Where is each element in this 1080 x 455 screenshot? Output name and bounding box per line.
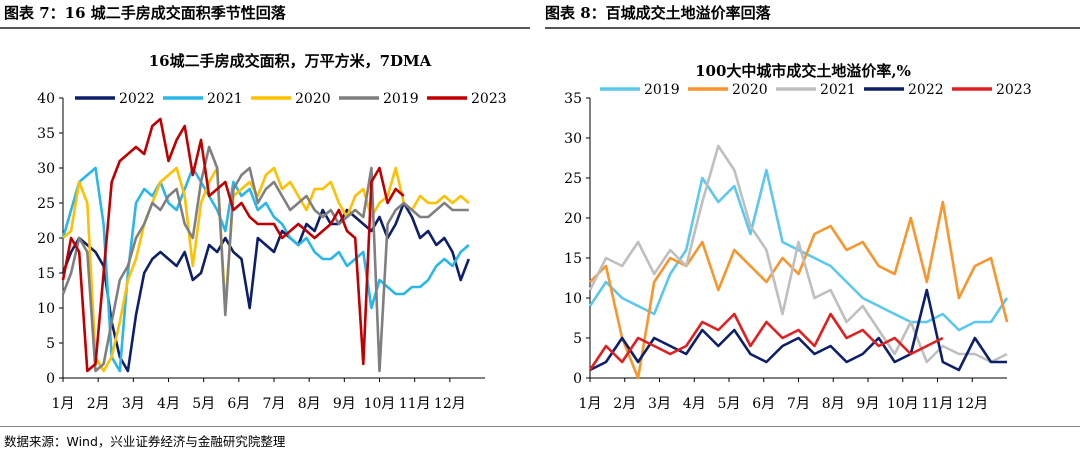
legend-label-2020: 2020 [295, 91, 331, 107]
y-tick-label: 20 [564, 211, 582, 227]
y-tick-label: 0 [573, 371, 582, 387]
chart-title: 16城二手房成交面积，万平方米，7DMA [149, 52, 432, 70]
x-tick-label: 7月 [263, 396, 286, 412]
caption-divider-right [545, 27, 1080, 29]
x-tick-label: 3月 [648, 396, 671, 412]
x-tick-label: 7月 [787, 396, 810, 412]
x-tick-label: 12月 [956, 396, 988, 412]
x-tick-label: 2月 [613, 396, 636, 412]
x-tick-label: 9月 [857, 396, 880, 412]
y-tick-label: 40 [37, 91, 55, 107]
y-tick-label: 15 [564, 251, 582, 267]
legend-label-2021: 2021 [207, 91, 243, 107]
x-tick-label: 10月 [887, 396, 919, 412]
x-tick-label: 8月 [298, 396, 321, 412]
y-tick-label: 10 [564, 291, 582, 307]
x-tick-label: 10月 [364, 396, 396, 412]
series-line-2020 [62, 166, 470, 373]
y-tick-label: 20 [37, 231, 55, 247]
legend-label-2019: 2019 [644, 82, 680, 98]
x-tick-label: 12月 [434, 396, 466, 412]
x-tick-label: 4月 [683, 396, 706, 412]
figure-7-caption: 图表 7：16 城二手房成交面积季节性回落 [4, 4, 286, 22]
y-tick-label: 25 [37, 196, 55, 212]
footer-divider [0, 426, 1080, 427]
x-tick-label: 5月 [192, 396, 215, 412]
legend-label-2022: 2022 [119, 91, 155, 107]
caption-divider-left [0, 27, 530, 29]
x-tick-label: 1月 [579, 396, 602, 412]
series-line-2021 [61, 166, 470, 373]
y-tick-label: 25 [564, 171, 582, 187]
secondhand-housing-area-chart: 16城二手房成交面积，万平方米，7DMA 2022 2021 2020 2019 2023… [37, 52, 507, 412]
y-tick-label: 15 [37, 266, 55, 282]
chart-title: 100大中城市成交土地溢价率,% [695, 62, 911, 80]
legend-label-2020: 2020 [732, 82, 768, 98]
series-line-2023 [61, 117, 405, 373]
legend-label-2019: 2019 [383, 91, 419, 107]
series-line-2022 [61, 201, 471, 373]
y-tick-label: 10 [37, 301, 55, 317]
series-line-2020 [589, 200, 1009, 380]
series-line-2019 [61, 145, 469, 373]
x-tick-label: 3月 [122, 396, 145, 412]
y-tick-label: 30 [37, 161, 55, 177]
series-line-2022 [589, 288, 1007, 372]
legend-label-2023: 2023 [471, 91, 507, 107]
y-tick-label: 5 [46, 336, 55, 352]
x-tick-label: 1月 [52, 396, 75, 412]
figure-8-caption: 图表 8：百城成交土地溢价率回落 [545, 4, 771, 22]
y-tick-label: 35 [37, 126, 55, 142]
x-tick-label: 6月 [752, 396, 775, 412]
source-note: 数据来源：Wind，兴业证券经济与金融研究院整理 [4, 434, 286, 449]
legend-label-2022: 2022 [908, 82, 944, 98]
x-tick-label: 8月 [822, 396, 845, 412]
legend-label-2023: 2023 [996, 82, 1032, 98]
legend-label-2021: 2021 [820, 82, 856, 98]
x-tick-label: 9月 [333, 396, 356, 412]
x-tick-label: 5月 [718, 396, 741, 412]
y-tick-label: 30 [564, 131, 582, 147]
land-premium-rate-chart: 100大中城市成交土地溢价率,% 2019 2020 2021 2022 2023 0 5 10… [564, 62, 1032, 412]
x-tick-label: 4月 [157, 396, 180, 412]
series-line-2021 [588, 144, 1008, 364]
series-line-2023 [588, 312, 944, 371]
x-tick-label: 2月 [87, 396, 110, 412]
y-tick-label: 35 [564, 91, 582, 107]
y-tick-label: 5 [573, 331, 582, 347]
y-tick-label: 0 [46, 371, 55, 387]
series-line-2019 [588, 168, 1009, 332]
x-tick-label: 11月 [399, 396, 431, 412]
x-tick-label: 11月 [922, 396, 954, 412]
x-tick-label: 6月 [227, 396, 250, 412]
